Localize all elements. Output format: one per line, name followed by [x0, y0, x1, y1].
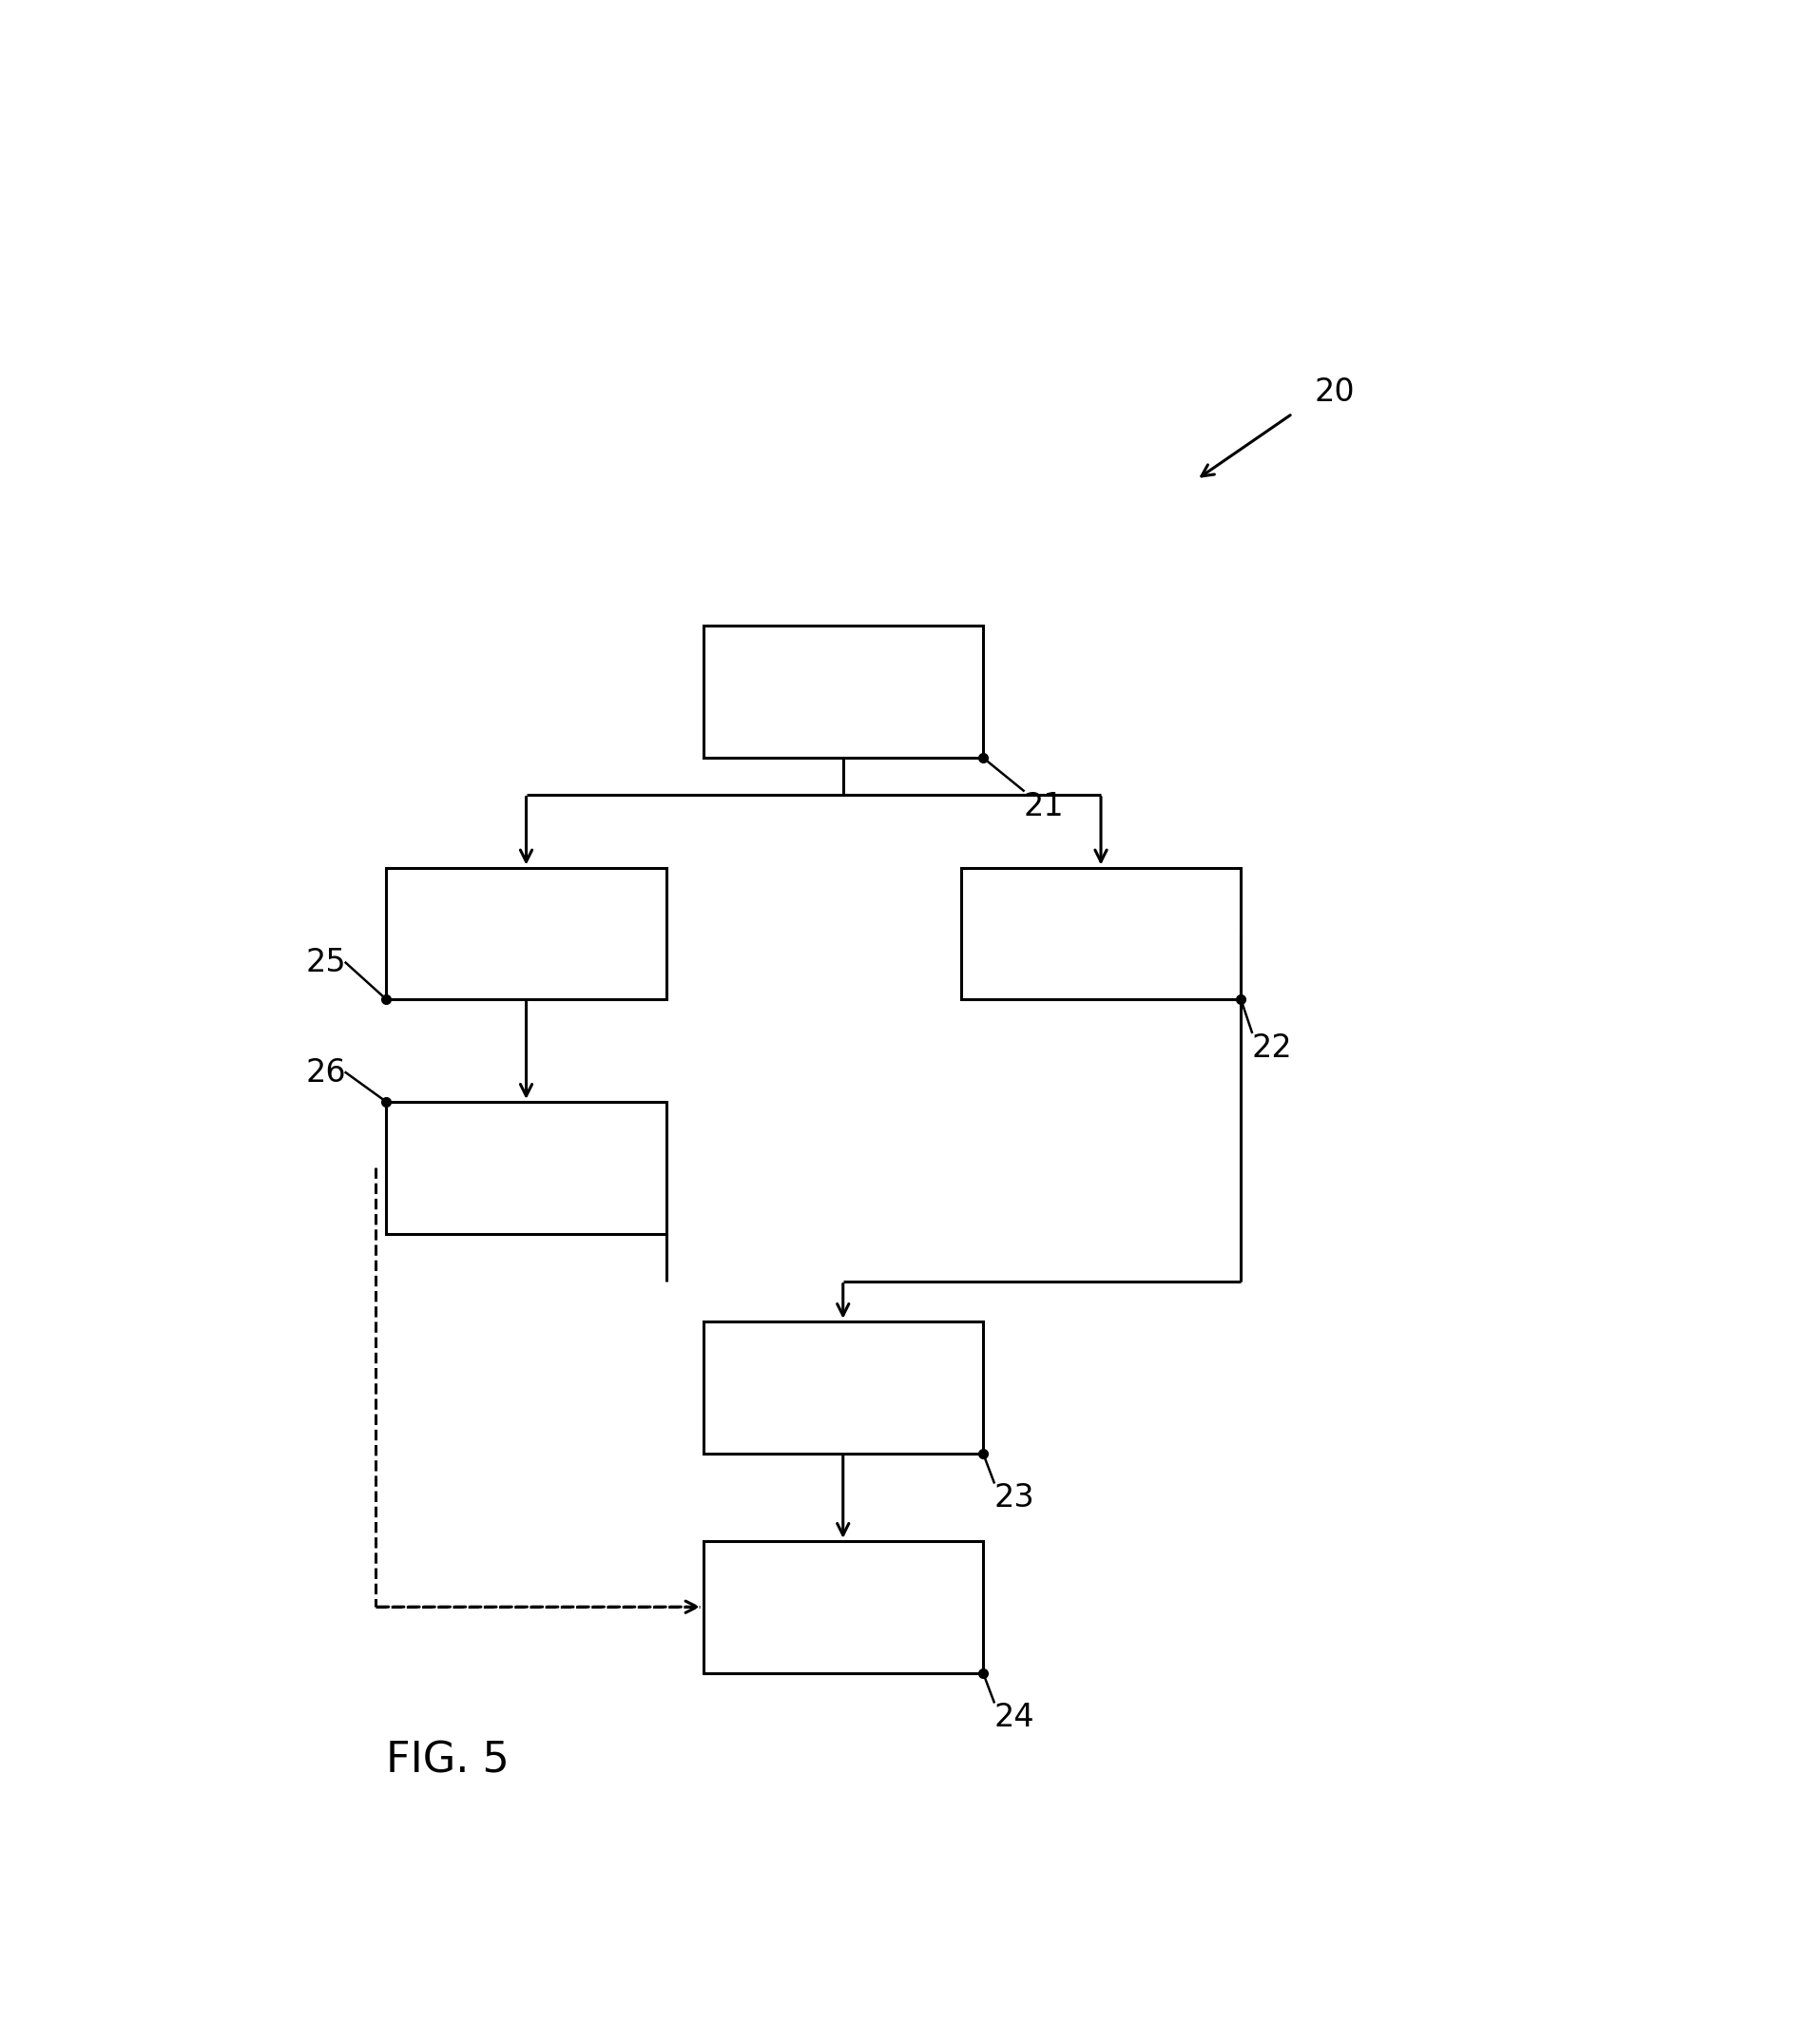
- Text: 20: 20: [1314, 376, 1356, 407]
- Text: 21: 21: [1024, 791, 1063, 822]
- Text: 25: 25: [305, 946, 346, 979]
- Text: 24: 24: [993, 1703, 1035, 1733]
- Text: 22: 22: [1252, 1032, 1293, 1063]
- Text: 26: 26: [305, 1057, 346, 1087]
- Text: 23: 23: [993, 1482, 1035, 1515]
- Bar: [385, 1102, 667, 1233]
- Bar: [703, 625, 983, 758]
- Bar: [385, 867, 667, 1000]
- Bar: [703, 1541, 983, 1672]
- Bar: [961, 867, 1241, 1000]
- Bar: [703, 1320, 983, 1453]
- Text: FIG. 5: FIG. 5: [385, 1739, 509, 1780]
